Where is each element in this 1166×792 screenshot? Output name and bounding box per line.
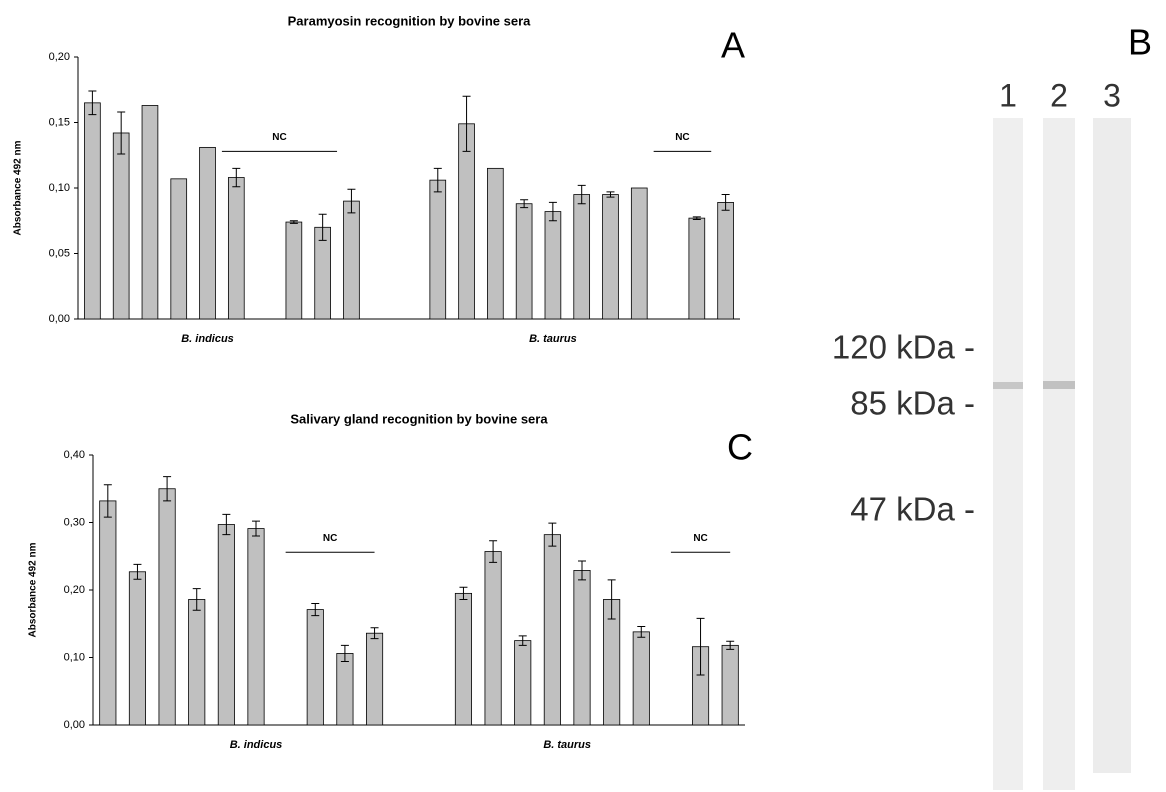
y-tick-label: 0,40 xyxy=(64,449,85,461)
bar xyxy=(218,525,234,725)
y-tick-label: 0,05 xyxy=(49,247,70,259)
bar xyxy=(171,179,187,319)
bar xyxy=(718,202,734,319)
bar xyxy=(344,201,360,319)
y-axis-label: Absorbance 492 nm xyxy=(28,542,39,637)
annotation: NC xyxy=(693,533,707,544)
bar xyxy=(100,501,116,725)
marker-label: 120 kDa - xyxy=(832,329,975,366)
group-label: B. taurus xyxy=(529,333,577,345)
bar xyxy=(366,633,382,725)
bar xyxy=(129,572,145,725)
bar xyxy=(189,599,205,725)
y-tick-label: 0,20 xyxy=(64,584,85,596)
band xyxy=(1043,381,1075,389)
bar xyxy=(545,212,561,319)
annotation: NC xyxy=(272,132,286,143)
annotation: NC xyxy=(323,533,337,544)
lane-label: 3 xyxy=(1103,77,1121,113)
bar xyxy=(574,570,590,725)
bar xyxy=(84,103,100,319)
bar xyxy=(544,535,560,725)
bar xyxy=(430,180,446,319)
y-tick-label: 0,00 xyxy=(64,719,85,731)
y-tick-label: 0,10 xyxy=(64,651,85,663)
band xyxy=(993,382,1023,389)
y-axis-label: Absorbance 492 nm xyxy=(13,140,24,235)
marker-label: 85 kDa - xyxy=(850,385,975,422)
y-tick-label: 0,00 xyxy=(49,313,70,325)
figure: B 123 120 kDa - 85 kDa - 47 kDa - Paramyosin… xyxy=(0,0,1166,792)
bar xyxy=(248,529,264,725)
bar xyxy=(722,645,738,725)
bar xyxy=(689,218,705,319)
y-tick-label: 0,15 xyxy=(49,116,70,128)
strip xyxy=(993,118,1023,790)
bar xyxy=(633,632,649,725)
bar xyxy=(113,133,129,319)
bar xyxy=(515,641,531,725)
bar xyxy=(307,610,323,725)
group-label: B. taurus xyxy=(543,739,591,751)
bar xyxy=(228,178,244,319)
bar xyxy=(337,653,353,725)
bar xyxy=(487,168,503,319)
bar xyxy=(485,552,501,725)
bar xyxy=(200,147,216,319)
group-label: B. indicus xyxy=(181,333,234,345)
lane-label: 2 xyxy=(1050,77,1068,113)
y-tick-label: 0,20 xyxy=(49,51,70,63)
strip xyxy=(1093,118,1131,773)
bar xyxy=(455,593,471,725)
bar xyxy=(603,195,619,319)
bar xyxy=(315,227,331,319)
group-label: B. indicus xyxy=(230,739,283,751)
bar xyxy=(142,105,158,319)
annotation: NC xyxy=(675,132,689,143)
marker-label: 47 kDa - xyxy=(850,491,975,528)
bar xyxy=(459,124,475,319)
lane-label: 1 xyxy=(999,77,1017,113)
bar xyxy=(574,195,590,319)
bar xyxy=(286,222,302,319)
y-tick-label: 0,10 xyxy=(49,182,70,194)
panel-label: B xyxy=(1128,22,1152,63)
chart-title: Paramyosin recognition by bovine sera xyxy=(288,13,532,28)
chart-title: Salivary gland recognition by bovine ser… xyxy=(290,411,548,426)
panel-label: C xyxy=(727,427,753,468)
strip xyxy=(1043,118,1075,790)
y-tick-label: 0,30 xyxy=(64,516,85,528)
bar xyxy=(159,489,175,725)
panel-label: A xyxy=(721,25,745,66)
bar xyxy=(631,188,647,319)
blot-strips xyxy=(993,118,1131,790)
bar xyxy=(516,204,532,319)
